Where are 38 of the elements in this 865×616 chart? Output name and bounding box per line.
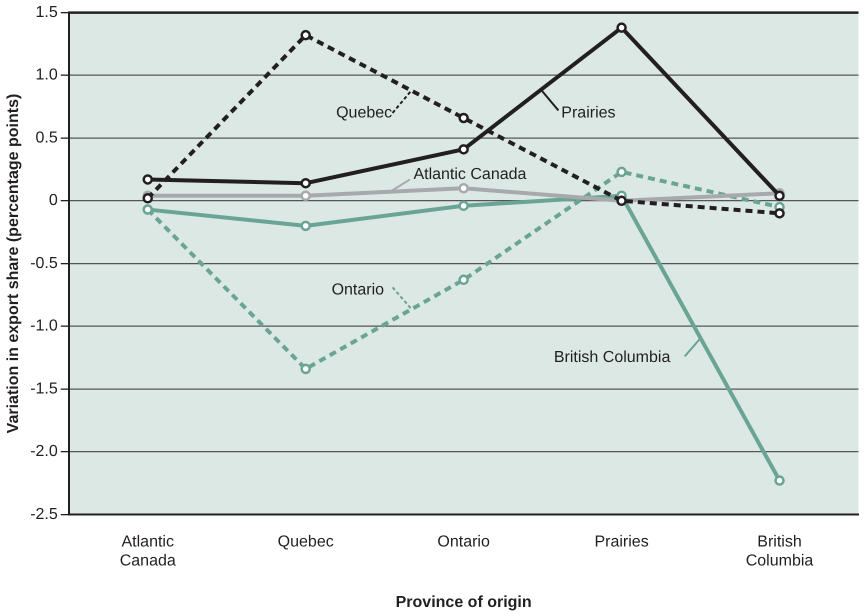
y-tick-label: 0.5 bbox=[36, 129, 58, 146]
y-tick-label: -2.5 bbox=[30, 506, 58, 523]
y-tick-label: 1.0 bbox=[36, 66, 58, 84]
series-label: Atlantic Canada bbox=[413, 166, 527, 183]
point bbox=[458, 182, 469, 194]
point bbox=[774, 190, 785, 202]
y-tick-label: -1.5 bbox=[30, 380, 58, 398]
legend-label: Ontario bbox=[332, 281, 384, 298]
y-tick-label: -1.0 bbox=[30, 318, 58, 335]
x-axis-title: Province of origin bbox=[396, 594, 532, 611]
x-tick-label: Ontario bbox=[437, 533, 490, 550]
point bbox=[458, 112, 469, 124]
point bbox=[300, 364, 311, 374]
x-tick-label: Prairies bbox=[594, 533, 649, 550]
point bbox=[300, 190, 311, 202]
y-tick-label: -2.0 bbox=[30, 443, 58, 460]
point bbox=[774, 475, 785, 486]
point bbox=[142, 174, 153, 185]
point bbox=[300, 220, 311, 232]
point bbox=[774, 208, 785, 219]
point bbox=[300, 30, 311, 40]
y-tick-label: -0.5 bbox=[30, 254, 58, 272]
point bbox=[616, 22, 627, 33]
point bbox=[458, 200, 469, 212]
point bbox=[616, 166, 627, 178]
point bbox=[300, 178, 311, 188]
point bbox=[142, 193, 153, 204]
y-axis-title: Variation in export share (percentage points) bbox=[5, 94, 22, 434]
point bbox=[458, 274, 469, 286]
y-tick-label: 1.5 bbox=[36, 4, 58, 22]
y-tick-label: 0 bbox=[48, 192, 58, 210]
legend-label: British Columbia bbox=[554, 348, 670, 366]
legend-label: Quebec bbox=[336, 104, 392, 122]
series-label: Prairies bbox=[561, 104, 616, 122]
x-tick-label: Quebec bbox=[278, 533, 334, 550]
x-tick-label: British Columbia bbox=[746, 533, 814, 570]
point bbox=[458, 144, 469, 155]
x-tick-label: Atlantic Canada bbox=[120, 533, 176, 570]
